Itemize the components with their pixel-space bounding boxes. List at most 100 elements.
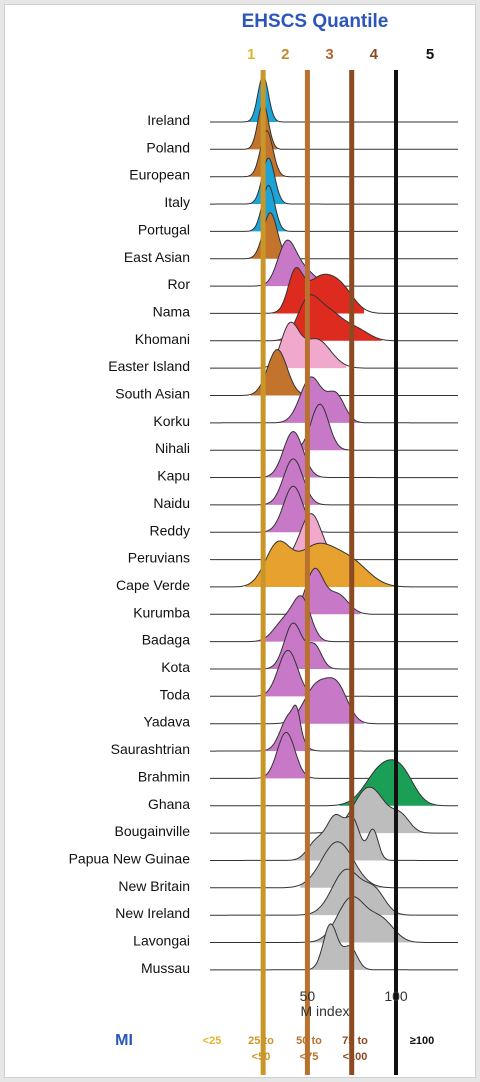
- ridge-european: [210, 130, 458, 178]
- ridge-portugal: [210, 184, 458, 232]
- ridge-italy: [210, 157, 458, 205]
- ridge-saurashtrian: [210, 704, 458, 752]
- ridge-kota: [210, 622, 458, 670]
- label-ghana: Ghana: [148, 796, 190, 812]
- population-labels: Ireland Poland European Italy Portugal East A…: [69, 112, 191, 976]
- ridge-fill-nama: [272, 267, 365, 314]
- quantile-numbers: 1 2 3 4 5: [247, 46, 434, 63]
- ridge-fill-bougainville: [328, 787, 439, 834]
- label-kapu: Kapu: [157, 468, 190, 484]
- label-south-asian: South Asian: [115, 386, 190, 402]
- ridge-line-ireland: [210, 75, 458, 123]
- label-ror: Ror: [167, 276, 190, 292]
- label-yadava: Yadava: [144, 714, 191, 730]
- label-european: European: [129, 167, 190, 183]
- ridge-line-easter-island: [210, 321, 458, 369]
- ridge-line-cape-verde: [210, 540, 458, 588]
- ridge-line-kota: [210, 622, 458, 670]
- ridge-reddy: [210, 485, 458, 533]
- ridge-new-ireland: [210, 868, 458, 916]
- ridge-fill-ireland: [231, 76, 278, 122]
- mi-range-5: ≥100: [410, 1035, 434, 1047]
- ridge-fill-naidu: [264, 458, 329, 505]
- quantile-number-5: 5: [426, 46, 434, 63]
- ridge-line-poland: [210, 102, 458, 150]
- ridge-line-khomani: [210, 294, 458, 342]
- ridge-line-yadava: [210, 677, 458, 725]
- label-khomani: Khomani: [135, 331, 190, 347]
- ridge-brahmin: [210, 731, 458, 779]
- label-new-ireland: New Ireland: [115, 905, 190, 921]
- ridge-ghana: [210, 759, 458, 807]
- label-ireland: Ireland: [147, 112, 190, 128]
- quantile-number-3: 3: [325, 46, 333, 63]
- ridge-line-kurumba: [210, 567, 458, 615]
- ridge-nama: [210, 266, 458, 314]
- ridge-line-nama: [210, 266, 458, 314]
- ridge-line-kapu: [210, 431, 458, 479]
- label-korku: Korku: [153, 413, 190, 429]
- label-italy: Italy: [164, 194, 190, 210]
- label-bougainville: Bougainville: [115, 823, 191, 839]
- ridge-new-britain: [210, 841, 458, 889]
- label-mussau: Mussau: [141, 960, 190, 976]
- label-easter-island: Easter Island: [108, 358, 190, 374]
- ridge-naidu: [210, 458, 458, 506]
- label-papua-new-guinae: Papua New Guinae: [69, 850, 191, 866]
- label-badaga: Badaga: [142, 632, 190, 648]
- ridge-yadava: [210, 677, 458, 725]
- mi-label: MI: [115, 1032, 133, 1049]
- ridge-fill-yadava: [282, 677, 365, 724]
- label-naidu: Naidu: [153, 495, 190, 511]
- ridge-papua-new-guinae: [210, 814, 458, 861]
- ridge-fill-saurashtrian: [257, 705, 329, 752]
- label-toda: Toda: [160, 686, 191, 702]
- ridge-fill-kota: [257, 623, 333, 669]
- ridge-korku: [210, 376, 458, 424]
- ridge-line-saurashtrian: [210, 704, 458, 752]
- ridge-fill-khomani: [272, 294, 382, 341]
- ridge-badaga: [210, 595, 458, 643]
- ridge-line-korku: [210, 376, 458, 424]
- quantile-number-4: 4: [370, 46, 379, 63]
- ridge-line-ghana: [210, 759, 458, 807]
- ridge-line-new-ireland: [210, 868, 458, 916]
- mi-range-2: 25 to <50: [248, 1035, 274, 1063]
- label-peruvians: Peruvians: [128, 550, 190, 566]
- ridge-khomani: [210, 294, 458, 342]
- x-tick-50: 50: [300, 988, 316, 1004]
- ridge-cape-verde: [210, 540, 458, 588]
- ridge-fill-mussau: [296, 923, 382, 970]
- label-east-asian: East Asian: [124, 249, 190, 265]
- ridge-line-brahmin: [210, 731, 458, 779]
- ridge-line-portugal: [210, 184, 458, 232]
- label-cape-verde: Cape Verde: [116, 577, 190, 593]
- label-poland: Poland: [146, 139, 190, 155]
- ridge-fill-new-ireland: [303, 869, 414, 916]
- x-axis-label: M index: [300, 1003, 349, 1019]
- ridge-fill-badaga: [254, 595, 336, 642]
- mi-ranges: <25 25 to <50 50 to <75 75 to <100 ≥100: [203, 1035, 435, 1063]
- ridge-ireland: [210, 75, 458, 123]
- ridge-nihali: [210, 403, 458, 451]
- label-kota: Kota: [161, 659, 190, 675]
- ridge-fill-reddy: [264, 486, 329, 533]
- label-new-britain: New Britain: [118, 878, 190, 894]
- ridge-mussau: [210, 923, 458, 971]
- quantile-number-2: 2: [281, 46, 289, 63]
- ridge-line-mussau: [210, 923, 458, 971]
- mi-range-3: 50 to <75: [296, 1035, 322, 1063]
- ridge-fill-papua-new-guinae: [289, 814, 396, 861]
- ridge-line-new-britain: [210, 841, 458, 889]
- ridge-east-asian: [210, 212, 458, 260]
- ridge-fill-brahmin: [264, 732, 311, 779]
- ridge-line-italy: [210, 157, 458, 205]
- label-nama: Nama: [153, 303, 191, 319]
- ridge-fill-toda: [264, 650, 319, 697]
- ridge-line-nihali: [210, 403, 458, 451]
- label-nihali: Nihali: [155, 440, 190, 456]
- ridge-kapu: [210, 431, 458, 479]
- x-axis-ticks: 50 100: [300, 988, 408, 1004]
- ridge-poland: [210, 102, 458, 150]
